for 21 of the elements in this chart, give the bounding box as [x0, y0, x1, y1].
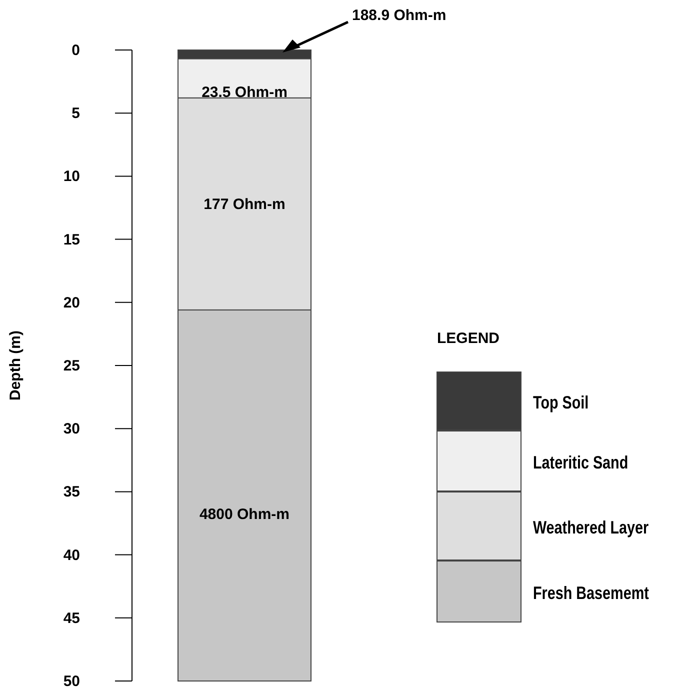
y-tick-label: 50 [63, 673, 80, 690]
y-axis-title: Depth (m) [7, 330, 24, 400]
legend-title: LEGEND [437, 330, 500, 347]
annotation: 177 Ohm-m [204, 196, 286, 213]
text: 188.9 Ohm-m [352, 7, 446, 24]
y-tick-label: 30 [63, 420, 80, 438]
text: Weathered Layer [533, 518, 650, 538]
annotation: 4800 Ohm-m [199, 506, 290, 524]
y-tick-label: 35 [63, 484, 80, 501]
y-tick-label: 5 [72, 105, 80, 122]
text: Lateritic Sand [533, 453, 628, 473]
y-tick-label: 40 [63, 546, 80, 564]
y-tick-label: 45 [63, 610, 80, 627]
y-tick-label: 20 [63, 294, 80, 312]
annotation: 23.5 Ohm-m [202, 84, 288, 102]
text: Fresh Basememt [533, 584, 650, 604]
y-tick-label: 25 [63, 358, 80, 374]
text: Top Soil [533, 393, 589, 413]
y-tick-label: 15 [63, 231, 80, 248]
y-tick-label: 10 [63, 168, 80, 186]
y-tick-label: 0 [72, 42, 80, 59]
